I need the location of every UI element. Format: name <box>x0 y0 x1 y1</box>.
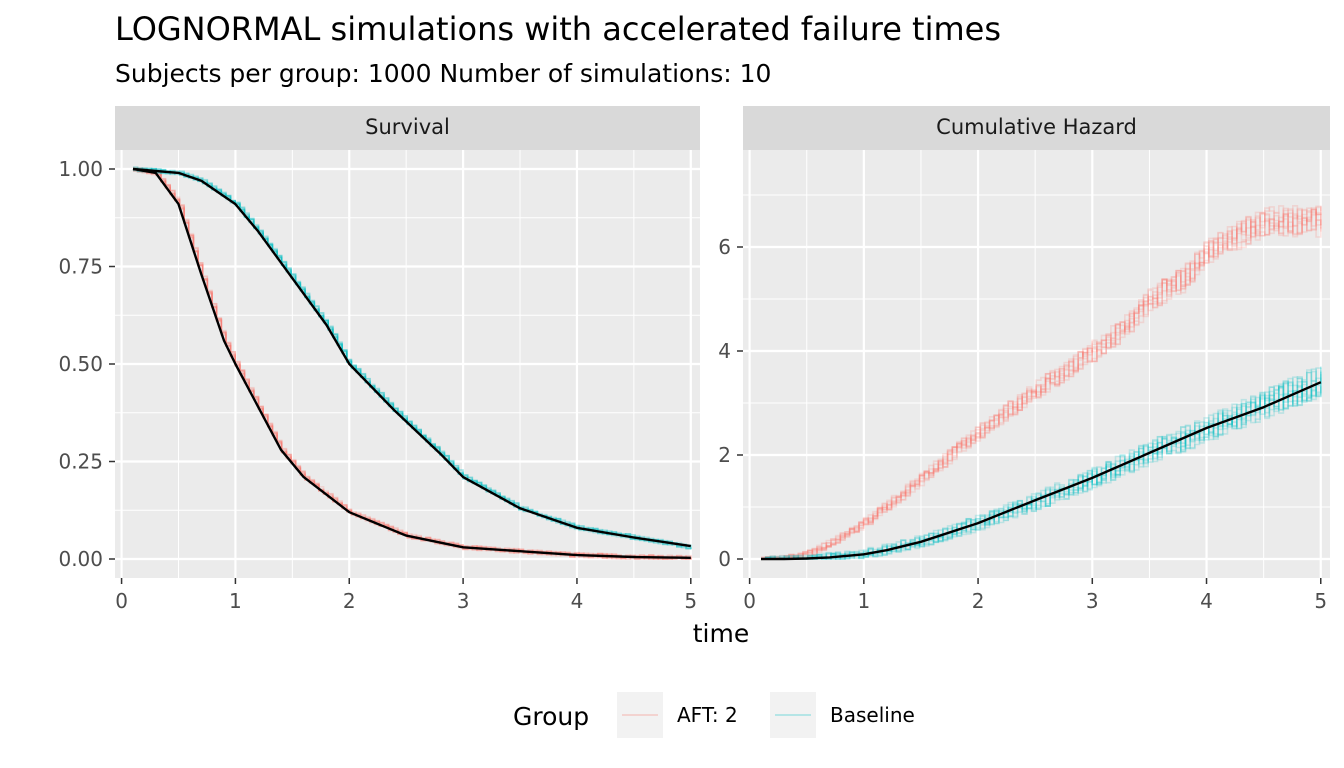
y-tick-label: 0 <box>718 547 731 571</box>
sim-line-aft-2 <box>761 205 1322 560</box>
sim-line-aft-2 <box>761 205 1322 560</box>
true-curve-true-baseline <box>132 167 691 548</box>
sim-line-aft-2 <box>761 208 1322 560</box>
true-curve-true-aft-2 <box>132 167 691 559</box>
sim-line-aft-2 <box>133 167 692 560</box>
sim-line-aft-2 <box>761 207 1322 560</box>
panel-lines <box>132 166 692 560</box>
x-tick-label: 0 <box>115 589 128 613</box>
x-tick-label: 1 <box>229 589 242 613</box>
y-tick-label: 4 <box>718 339 731 363</box>
legend-title: Group <box>513 702 589 731</box>
panel-lines <box>761 205 1322 561</box>
facet-panels: Survival 0 1 2 3 4 5 0.00 0.25 0.50 0.75 1.00 Cumula… <box>58 106 1330 613</box>
y-tick-label: 6 <box>718 235 731 259</box>
legend: Group AFT: 2 Baseline <box>513 692 915 738</box>
x-tick-label: 2 <box>972 589 985 613</box>
y-tick-label: 2 <box>718 443 731 467</box>
panel-background <box>743 150 1330 578</box>
legend-label-baseline: Baseline <box>830 703 915 727</box>
sim-line-aft-2 <box>761 209 1322 560</box>
sim-line-aft-2 <box>761 208 1322 560</box>
legend-keys: AFT: 2 Baseline <box>617 692 915 738</box>
x-tick-label: 0 <box>743 589 756 613</box>
legend-label-aft-2: AFT: 2 <box>677 703 738 727</box>
y-tick-label: 0.00 <box>58 547 103 571</box>
x-tick-label: 3 <box>1086 589 1099 613</box>
sim-line-aft-2 <box>761 206 1322 560</box>
sim-line-baseline <box>761 367 1322 560</box>
sim-line-baseline <box>761 368 1322 560</box>
legend-key-aft-2 <box>617 692 663 738</box>
strip-survival <box>115 106 700 150</box>
x-tick-label: 1 <box>857 589 870 613</box>
chart-subtitle: Subjects per group: 1000 Number of simul… <box>115 59 771 88</box>
chart-title: LOGNORMAL simulations with accelerated f… <box>115 10 1001 48</box>
sim-line-aft-2 <box>761 208 1322 560</box>
panel-survival: Survival 0 1 2 3 4 5 0.00 0.25 0.50 0.75 1.00 <box>58 106 700 613</box>
y-tick-label: 0.25 <box>58 450 103 474</box>
strip-label-survival: Survival <box>365 115 450 139</box>
y-tick-label: 0.50 <box>58 352 103 376</box>
strip-label-cumulative-hazard: Cumulative Hazard <box>936 115 1137 139</box>
x-tick-label: 4 <box>1200 589 1213 613</box>
x-tick-label: 3 <box>457 589 470 613</box>
x-tick-label: 4 <box>571 589 584 613</box>
y-tick-label: 0.75 <box>58 255 103 279</box>
panel-cumulative-hazard: Cumulative Hazard 0 1 2 3 4 5 0 2 4 6 <box>718 106 1330 613</box>
legend-key-baseline <box>770 692 816 738</box>
x-tick-label: 5 <box>684 589 697 613</box>
x-axis-title: time <box>693 619 749 648</box>
x-tick-label: 2 <box>343 589 356 613</box>
strip-cumulative-hazard <box>743 106 1330 150</box>
sim-line-aft-2 <box>761 206 1322 560</box>
sim-line-aft-2 <box>761 207 1322 560</box>
x-tick-label: 5 <box>1314 589 1327 613</box>
true-curve-true-baseline <box>761 381 1322 561</box>
y-tick-label: 1.00 <box>58 157 103 181</box>
sim-line-baseline <box>761 380 1322 560</box>
sim-line-baseline <box>761 371 1322 560</box>
